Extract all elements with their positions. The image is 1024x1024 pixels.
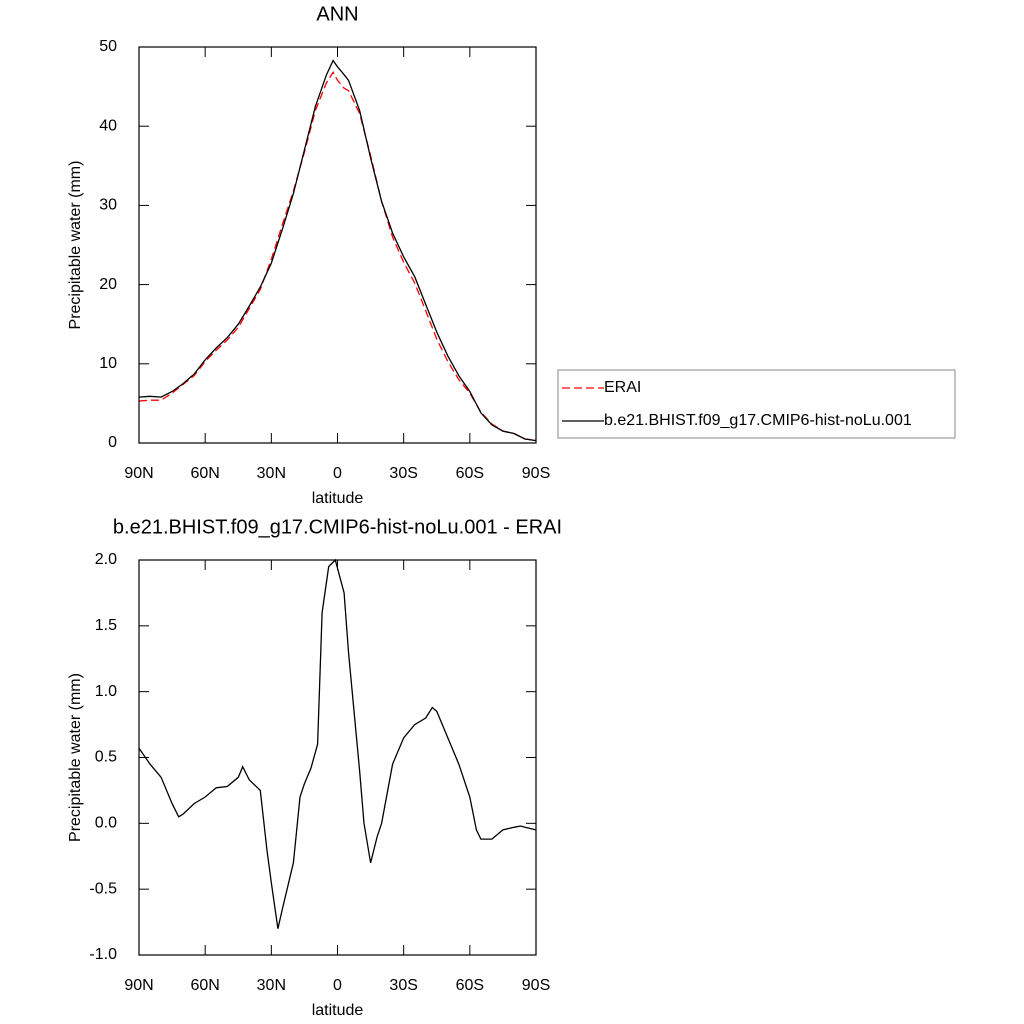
x-tick-label: 0: [333, 465, 342, 482]
data-line: [138, 558, 537, 929]
data-line: [138, 71, 537, 441]
x-tick-label: 30N: [257, 465, 286, 482]
y-tick-label: 20: [99, 276, 117, 293]
legend-label: b.e21.BHIST.f09_g17.CMIP6-hist-noLu.001: [604, 412, 912, 429]
y-tick-label: 30: [99, 197, 117, 214]
x-tick-label: 60N: [190, 977, 219, 994]
y-tick-label: 0: [108, 434, 117, 451]
x-tick-label: 30S: [389, 977, 417, 994]
x-tick-label: 30S: [389, 465, 417, 482]
x-axis-label: latitude: [312, 490, 364, 507]
x-tick-label: 90S: [522, 465, 550, 482]
x-tick-label: 90N: [124, 465, 153, 482]
plot-frame: [138, 559, 537, 956]
y-tick-label: 1.5: [95, 617, 117, 634]
legend-box: [557, 369, 956, 439]
data-line: [138, 59, 537, 442]
x-tick-label: 90S: [522, 977, 550, 994]
x-tick-label: 30N: [257, 977, 286, 994]
y-axis-label: Precipitable water (mm): [67, 673, 84, 842]
plot-frame: [138, 46, 537, 444]
y-axis-label: Precipitable water (mm): [67, 161, 84, 330]
x-axis-label: latitude: [312, 1002, 364, 1019]
y-tick-label: 0.0: [95, 815, 117, 832]
x-tick-label: 0: [333, 977, 342, 994]
y-tick-label: 0.5: [95, 749, 117, 766]
y-tick-label: 2.0: [95, 551, 117, 568]
x-tick-label: 60S: [456, 977, 484, 994]
y-tick-label: -1.0: [89, 946, 117, 963]
chart-title: b.e21.BHIST.f09_g17.CMIP6-hist-noLu.001 …: [113, 516, 562, 538]
y-tick-label: -0.5: [89, 880, 117, 897]
x-tick-label: 90N: [124, 977, 153, 994]
y-tick-label: 50: [99, 38, 117, 55]
legend-label: ERAI: [604, 379, 641, 396]
y-tick-label: 40: [99, 117, 117, 134]
y-tick-label: 10: [99, 355, 117, 372]
x-tick-label: 60N: [190, 465, 219, 482]
y-tick-label: 1.0: [95, 683, 117, 700]
x-tick-label: 60S: [456, 465, 484, 482]
chart-title: ANN: [316, 3, 358, 25]
